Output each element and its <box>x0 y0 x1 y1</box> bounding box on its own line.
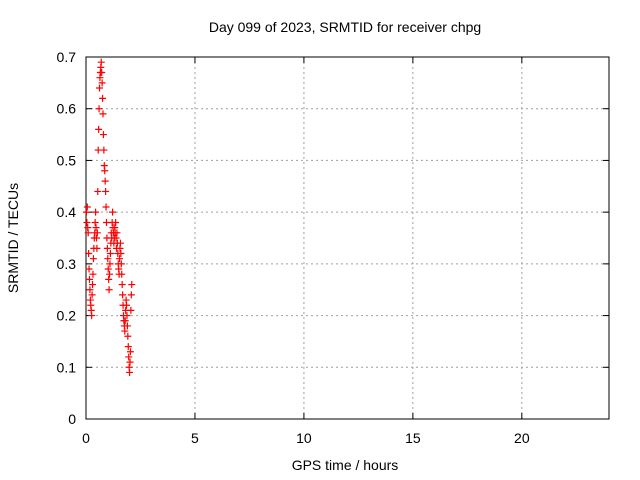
data-point <box>102 187 110 195</box>
data-point <box>98 79 106 87</box>
data-point <box>99 131 107 139</box>
data-point <box>116 239 124 247</box>
y-tick-label: 0.5 <box>57 152 77 168</box>
data-point <box>121 327 129 335</box>
data-point <box>86 286 94 294</box>
data-point <box>89 281 97 289</box>
data-point <box>85 275 93 283</box>
data-point <box>101 167 109 175</box>
data-point <box>100 146 108 154</box>
data-point <box>126 368 134 376</box>
data-point <box>85 250 93 258</box>
x-tick-label: 15 <box>405 430 421 446</box>
data-point <box>89 270 97 278</box>
data-point <box>93 229 101 237</box>
x-tick-label: 5 <box>191 430 199 446</box>
x-tick-label: 10 <box>296 430 312 446</box>
data-point <box>99 110 107 118</box>
data-point <box>105 286 113 294</box>
data-point <box>112 234 120 242</box>
data-point <box>126 348 134 356</box>
x-tick-label: 0 <box>82 430 90 446</box>
y-tick-label: 0.7 <box>57 49 77 65</box>
data-point <box>98 69 106 77</box>
data-point <box>97 58 105 66</box>
data-point <box>112 218 120 226</box>
data-point <box>103 244 111 252</box>
y-tick-label: 0 <box>68 411 76 427</box>
data-point <box>119 291 127 299</box>
data-point <box>117 260 125 268</box>
data-point <box>83 218 91 226</box>
data-point <box>106 260 114 268</box>
data-point <box>101 177 109 185</box>
x-tick-label: 20 <box>514 430 530 446</box>
data-point <box>118 270 126 278</box>
data-point <box>89 255 97 263</box>
data-point <box>127 306 135 314</box>
data-point <box>124 343 132 351</box>
data-point <box>95 125 103 133</box>
data-point <box>94 187 102 195</box>
y-axis-label: SRMTID / TECUs <box>5 183 21 293</box>
data-point <box>92 208 100 216</box>
data-point <box>123 312 131 320</box>
data-point <box>93 244 101 252</box>
data-point <box>99 94 107 102</box>
data-point <box>104 265 112 273</box>
plot-frame <box>85 56 610 420</box>
data-point <box>121 317 129 325</box>
data-point <box>92 224 100 232</box>
x-axis-label: GPS time / hours <box>292 457 399 473</box>
data-points <box>82 58 136 376</box>
data-point <box>109 208 117 216</box>
y-tick-label: 0.3 <box>57 256 77 272</box>
data-point <box>91 218 99 226</box>
tick-layer: 0 0.1 0.2 0.3 0.4 0.5 0.6 0.7 0 5 10 15 20 <box>57 49 609 446</box>
grid-layer <box>86 57 609 419</box>
data-point <box>118 281 126 289</box>
data-point <box>104 255 112 263</box>
data-point <box>116 255 124 263</box>
data-point <box>106 270 114 278</box>
data-point <box>125 353 133 361</box>
data-point <box>127 291 135 299</box>
y-tick-label: 0.1 <box>57 359 77 375</box>
y-tick-label: 0.4 <box>57 204 77 220</box>
data-point <box>123 301 131 309</box>
data-point <box>124 332 132 340</box>
data-point <box>85 265 93 273</box>
data-point <box>92 234 100 242</box>
data-point <box>88 291 96 299</box>
data-point <box>82 208 90 216</box>
y-tick-label: 0.2 <box>57 308 77 324</box>
y-tick-label: 0.6 <box>57 101 77 117</box>
data-point <box>88 312 96 320</box>
data-point <box>105 275 113 283</box>
data-point <box>128 281 136 289</box>
data-point <box>96 84 104 92</box>
data-point <box>126 358 134 366</box>
data-point <box>83 203 91 211</box>
data-point <box>95 105 103 113</box>
data-point <box>123 322 131 330</box>
data-point <box>117 250 125 258</box>
data-point <box>106 250 114 258</box>
data-point <box>84 229 92 237</box>
data-point <box>102 203 110 211</box>
chart-title: Day 099 of 2023, SRMTID for receiver chp… <box>209 19 481 35</box>
data-point <box>113 229 121 237</box>
